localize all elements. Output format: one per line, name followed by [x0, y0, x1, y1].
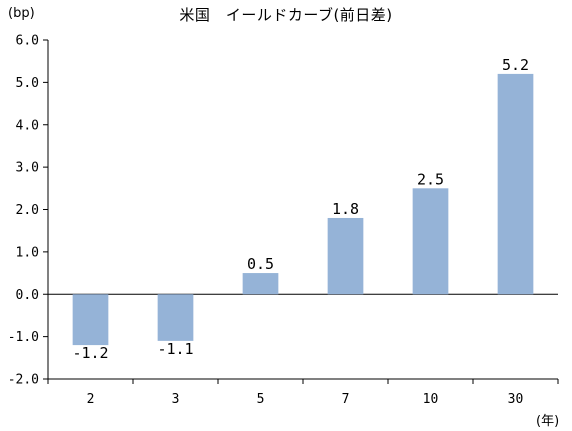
- data-label-10: 2.5: [417, 170, 444, 188]
- data-label-3: -1.1: [157, 340, 193, 358]
- bar-5: [242, 273, 279, 295]
- y-tick-label: -2.0: [8, 373, 39, 388]
- x-category-label: 7: [342, 392, 350, 407]
- y-tick-label: 1.0: [16, 245, 39, 260]
- bar-7: [327, 217, 364, 295]
- x-category-label: 2: [87, 392, 95, 407]
- bar-2: [72, 294, 109, 346]
- bar-10: [412, 188, 449, 295]
- y-tick-label: 6.0: [16, 34, 39, 49]
- bar-3: [157, 294, 194, 341]
- y-tick-label: 0.0: [16, 288, 39, 303]
- x-category-label: 5: [257, 392, 265, 407]
- x-category-label: 30: [508, 392, 524, 407]
- data-label-5: 0.5: [247, 255, 274, 273]
- y-tick-label: 4.0: [16, 118, 39, 133]
- chart-title: 米国 イールドカーブ(前日差): [179, 6, 393, 24]
- y-tick-label: -1.0: [8, 330, 39, 345]
- x-category-label: 10: [423, 392, 439, 407]
- data-label-2: -1.2: [72, 344, 108, 362]
- bar-30: [497, 73, 534, 295]
- y-tick-label: 5.0: [16, 76, 39, 91]
- x-category-label: 3: [172, 392, 180, 407]
- y-axis-unit-label: (bp): [8, 6, 35, 21]
- y-tick-label: 2.0: [16, 203, 39, 218]
- y-tick-label: 3.0: [16, 161, 39, 176]
- data-label-30: 5.2: [502, 56, 529, 74]
- data-label-7: 1.8: [332, 200, 359, 218]
- x-axis-unit-label: (年): [536, 414, 560, 429]
